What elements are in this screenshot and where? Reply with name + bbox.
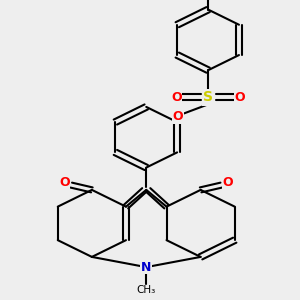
- Text: O: O: [59, 176, 70, 189]
- Text: N: N: [141, 261, 152, 274]
- Text: O: O: [223, 176, 233, 189]
- Text: S: S: [203, 90, 213, 104]
- Text: O: O: [171, 91, 181, 104]
- Text: O: O: [173, 110, 183, 123]
- Text: CH₃: CH₃: [136, 285, 156, 296]
- Text: O: O: [235, 91, 245, 104]
